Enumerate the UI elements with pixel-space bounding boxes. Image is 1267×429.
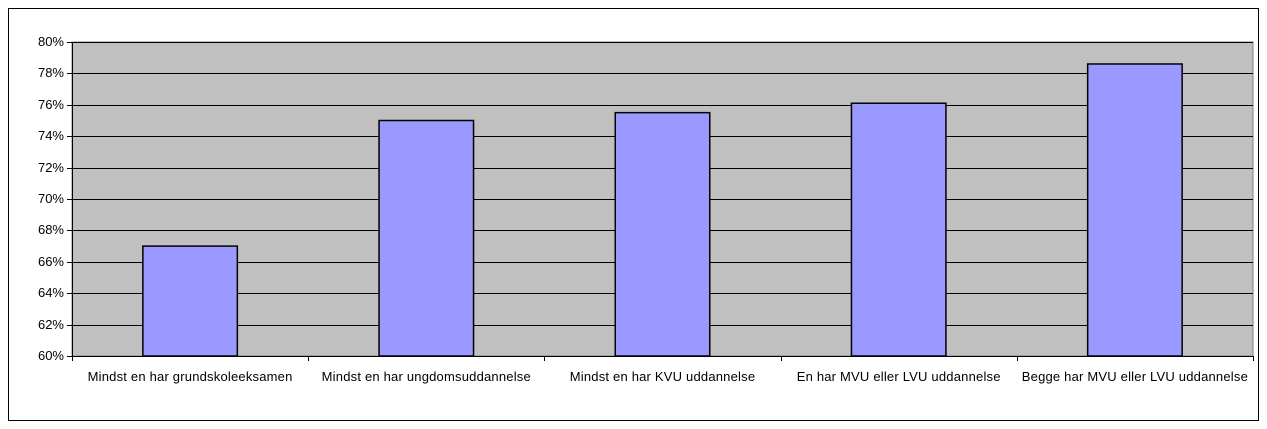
- x-tick-label: Mindst en har ungdomsuddannelse: [321, 369, 531, 384]
- y-tick-label: 74%: [38, 128, 64, 143]
- y-tick-label: 72%: [38, 160, 64, 175]
- y-tick-label: 68%: [38, 222, 64, 237]
- x-tick-label: Begge har MVU eller LVU uddannelse: [1021, 369, 1249, 384]
- x-tick-label: En har MVU eller LVU uddannelse: [796, 369, 1001, 384]
- y-tick-label: 66%: [38, 254, 64, 269]
- x-tick-label: Mindst en har grundskoleeksamen: [87, 369, 293, 384]
- y-tick-label: 62%: [38, 317, 64, 332]
- y-tick-label: 64%: [38, 285, 64, 300]
- y-tick-label: 76%: [38, 97, 64, 112]
- x-tick-label: Mindst en har KVU uddannelse: [569, 369, 756, 384]
- y-tick-label: 60%: [38, 348, 64, 363]
- y-tick-label: 70%: [38, 191, 64, 206]
- y-tick-label: 78%: [38, 65, 64, 80]
- bar: [614, 111, 711, 357]
- y-tick-label: 80%: [38, 34, 64, 49]
- bar: [850, 102, 947, 357]
- bar: [378, 119, 475, 357]
- bar: [1086, 63, 1183, 357]
- bar: [142, 245, 239, 357]
